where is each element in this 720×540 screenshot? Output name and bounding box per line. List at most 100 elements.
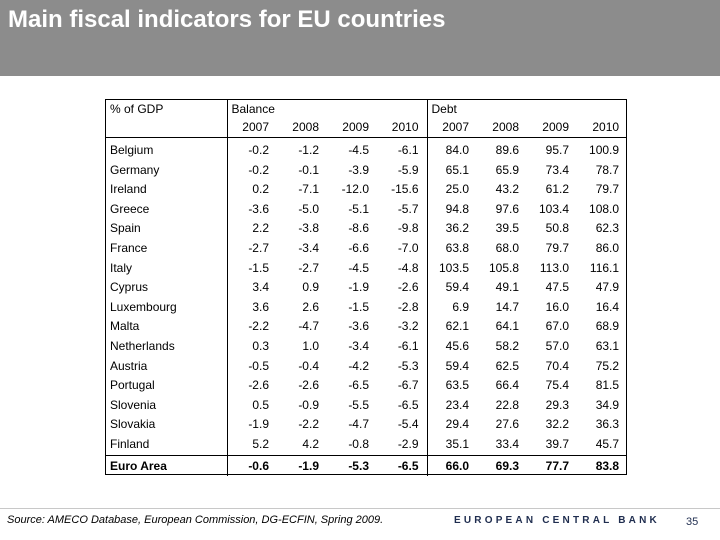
debt-cell: 36.3: [595, 417, 620, 432]
table-row: Greece -3.6 -5.0 -5.1 -5.7 94.8 97.6 103.4 108.0: [106, 199, 627, 220]
group-balance-header: Balance: [226, 100, 427, 118]
debt-cell: 33.4: [495, 436, 519, 451]
balance-cell: -8.6: [348, 221, 369, 236]
debt-cell: 32.2: [545, 417, 569, 432]
debt-cell: 59.4: [426, 278, 477, 298]
debt-cell: 62.3: [595, 221, 620, 236]
balance-cell: -1.9: [277, 454, 327, 476]
balance-cell: -6.1: [397, 143, 419, 157]
balance-cell: -1.5: [226, 258, 277, 279]
balance-cell: -6.5: [377, 454, 427, 476]
debt-cell: 65.9: [495, 162, 519, 177]
table-row: Italy -1.5 -2.7 -4.5 -4.8 103.5 105.8 113.0 116.…: [106, 258, 627, 279]
balance-cell: -2.7: [298, 260, 319, 275]
country-cell: Slovenia: [110, 397, 157, 412]
balance-cell: 0.3: [226, 336, 277, 357]
balance-cell: -1.9: [226, 415, 277, 435]
balance-cell: -6.1: [397, 338, 419, 353]
balance-cell: -4.5: [348, 260, 369, 275]
table-row: Slovakia -1.9 -2.2 -4.7 -5.4 29.4 27.6 32.2 36.3: [106, 415, 627, 435]
balance-cell: -4.7: [348, 417, 369, 432]
balance-cell: -5.3: [327, 454, 377, 476]
fiscal-table: % of GDP Balance Debt 2007 2008 2009 201…: [105, 99, 628, 476]
debt-cell: 63.5: [426, 376, 477, 396]
country-cell: Luxembourg: [110, 299, 177, 314]
country-cell: Cyprus: [110, 280, 149, 295]
debt-cell: 83.8: [577, 454, 628, 476]
balance-cell: -2.6: [298, 378, 319, 393]
balance-cell: -3.9: [348, 162, 369, 177]
country-cell: Greece: [110, 201, 150, 216]
debt-cell: 29.3: [545, 397, 569, 412]
debt-cell: 100.9: [589, 143, 620, 157]
balance-cell: 2.6: [302, 299, 319, 314]
balance-cell: -0.8: [348, 436, 369, 451]
balance-cell: -4.8: [397, 260, 419, 275]
balance-cell: 5.2: [226, 434, 277, 455]
year-header: 2010: [377, 118, 427, 138]
debt-cell: 105.8: [488, 260, 519, 275]
balance-cell: -3.4: [298, 240, 319, 255]
balance-cell: -1.5: [348, 299, 369, 314]
table-row: Portugal -2.6 -2.6 -6.5 -6.7 63.5 66.4 75.4 81.5: [106, 376, 627, 396]
debt-cell: 66.0: [426, 454, 477, 476]
debt-cell: 35.1: [426, 434, 477, 455]
balance-cell: -5.5: [348, 397, 369, 412]
debt-cell: 62.5: [495, 358, 519, 373]
balance-cell: -1.9: [348, 280, 369, 295]
debt-cell: 66.4: [495, 378, 519, 393]
debt-cell: 34.9: [595, 397, 620, 412]
debt-cell: 68.0: [495, 240, 519, 255]
debt-cell: 58.2: [495, 338, 519, 353]
balance-cell: -0.5: [226, 356, 277, 377]
balance-cell: -15.6: [391, 182, 419, 197]
balance-cell: -5.7: [397, 201, 419, 216]
debt-cell: 97.6: [495, 201, 519, 216]
debt-cell: 75.4: [545, 378, 569, 393]
country-cell: Euro Area: [106, 454, 227, 476]
debt-cell: 69.3: [477, 454, 527, 476]
source-note: Source: AMECO Database, European Commiss…: [7, 514, 384, 526]
debt-cell: 50.8: [545, 221, 569, 236]
debt-cell: 94.8: [426, 199, 477, 220]
country-cell: Ireland: [110, 182, 147, 197]
debt-cell: 22.8: [495, 397, 519, 412]
title-bar: Main fiscal indicators for EU countries: [0, 0, 720, 76]
country-cell: Belgium: [110, 143, 154, 157]
debt-cell: 45.7: [595, 436, 620, 451]
country-cell: Spain: [110, 221, 141, 236]
debt-cell: 86.0: [595, 240, 620, 255]
debt-cell: 6.9: [426, 297, 477, 318]
balance-cell: -3.8: [298, 221, 319, 236]
balance-cell: -6.5: [397, 397, 419, 412]
debt-cell: 23.4: [426, 395, 477, 416]
debt-cell: 49.1: [495, 280, 519, 295]
debt-cell: 95.7: [545, 143, 569, 157]
debt-cell: 29.4: [426, 415, 477, 435]
balance-cell: -5.9: [397, 162, 419, 177]
year-header: 2007: [426, 118, 477, 138]
balance-cell: -6.7: [397, 378, 419, 393]
year-header: 2009: [327, 118, 377, 138]
debt-cell: 73.4: [545, 162, 569, 177]
balance-cell: 0.5: [226, 395, 277, 416]
debt-cell: 39.5: [495, 221, 519, 236]
debt-cell: 75.2: [595, 358, 620, 373]
balance-cell: -0.4: [298, 358, 319, 373]
debt-cell: 39.7: [545, 436, 569, 451]
table-row: Austria -0.5 -0.4 -4.2 -5.3 59.4 62.5 70.4 75.2: [106, 356, 627, 377]
year-header: 2008: [477, 118, 527, 138]
balance-cell: -5.3: [397, 358, 419, 373]
debt-cell: 62.1: [426, 317, 477, 337]
debt-cell: 59.4: [426, 356, 477, 377]
debt-cell: 116.1: [589, 260, 620, 275]
table-row: Slovenia 0.5 -0.9 -5.5 -6.5 23.4 22.8 29.3 34.9: [106, 395, 627, 416]
balance-cell: -2.6: [226, 376, 277, 396]
debt-cell: 14.7: [495, 299, 519, 314]
balance-cell: 2.2: [226, 219, 277, 239]
balance-cell: -1.2: [298, 143, 319, 157]
year-header: 2007: [226, 118, 277, 138]
debt-cell: 113.0: [539, 260, 569, 275]
debt-cell: 79.7: [595, 182, 620, 197]
balance-cell: -12.0: [341, 182, 369, 197]
